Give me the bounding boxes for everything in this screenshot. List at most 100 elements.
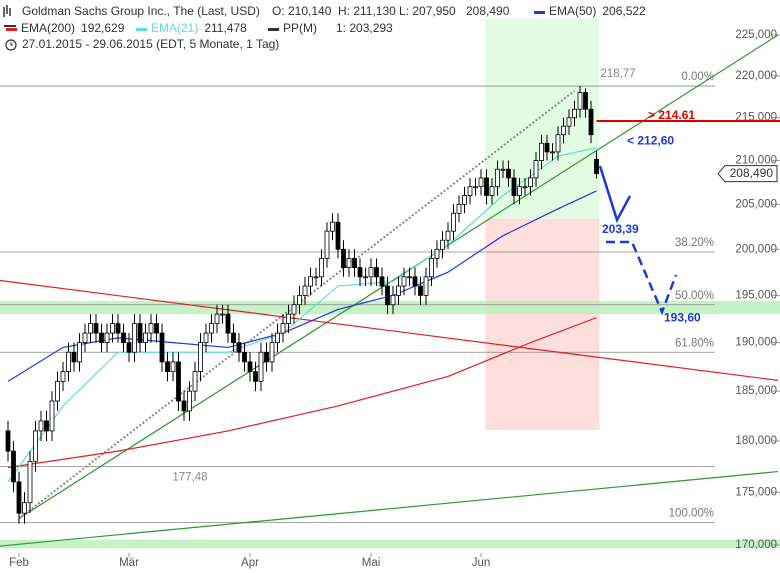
candle-body — [313, 276, 319, 279]
x-tick-label: Feb — [9, 557, 29, 569]
x-tick-label: Jun — [472, 557, 491, 569]
trend-line — [18, 34, 779, 519]
candle-body — [423, 276, 429, 296]
legend-value: 211,478 — [204, 21, 247, 35]
legend-value: 192,629 — [81, 21, 125, 35]
quote-label: 208,490 — [466, 4, 510, 18]
trend-line — [0, 470, 779, 547]
candle-body — [165, 361, 170, 372]
candle-body — [539, 142, 544, 161]
candle-body — [495, 168, 500, 188]
candle-body — [49, 400, 55, 432]
candle-body — [467, 186, 473, 196]
x-tick-label: Mai — [362, 557, 381, 569]
candle-body — [456, 203, 462, 214]
candle-body — [500, 168, 506, 171]
candle-body — [341, 248, 346, 268]
candle-body — [550, 151, 555, 154]
candle-body — [159, 332, 165, 363]
candle-body — [324, 230, 330, 259]
y-tick-label: 210,000 — [735, 155, 777, 167]
candle-body — [258, 351, 264, 382]
chart-title: Goldman Sachs Group Inc., The (Last, USD… — [22, 4, 260, 18]
candle-body — [335, 221, 341, 250]
candle-body — [434, 248, 440, 259]
y-tick-label: 180,000 — [735, 435, 777, 447]
fib-label: 100.00% — [669, 508, 714, 520]
legend-name: EMA(50) — [549, 4, 596, 18]
candle-body — [198, 342, 203, 372]
fib-label: 61.80% — [675, 337, 714, 349]
target-label: 193,60 — [664, 311, 701, 325]
candle-body — [517, 186, 522, 196]
candle-body — [577, 92, 583, 110]
candle-body — [66, 351, 71, 372]
candle-body — [544, 142, 550, 153]
candle-body — [506, 168, 511, 179]
candle-body — [11, 450, 16, 483]
candle-body — [280, 323, 286, 334]
candle-body — [137, 323, 143, 344]
candle-body — [528, 177, 533, 188]
quote-label: H: 211,130 — [338, 4, 396, 18]
legend-value: 206,522 — [602, 4, 646, 18]
legend-swatch — [136, 28, 147, 31]
y-tick-label: 185,000 — [735, 385, 777, 397]
quote-label: O: 210,140 — [272, 4, 332, 18]
candle-body — [110, 323, 115, 334]
candle-body — [346, 258, 352, 268]
candle-body — [368, 267, 374, 278]
candle-body — [583, 92, 588, 110]
candle-body — [154, 323, 159, 334]
candle-body — [511, 177, 517, 196]
candle-body — [390, 294, 396, 306]
candle-body — [121, 332, 126, 344]
y-tick-label: 195,000 — [735, 289, 777, 301]
candle-body — [561, 125, 566, 136]
candle-body — [594, 158, 599, 175]
candle-body — [93, 323, 99, 334]
band — [0, 300, 780, 315]
candle-body — [269, 342, 275, 363]
candle-body — [231, 332, 236, 344]
candle-body — [16, 481, 22, 514]
candle-body — [82, 332, 88, 344]
candle-body — [5, 430, 11, 452]
candle-body — [473, 186, 478, 189]
y-tick-label: 225,000 — [735, 29, 777, 41]
quote-label: L: 207,950 — [399, 4, 456, 18]
zone — [485, 218, 600, 430]
target-label: < 212,60 — [627, 133, 674, 147]
candle-body — [77, 342, 82, 363]
candle-body — [38, 420, 44, 432]
price-tag-label: 208,490 — [730, 166, 774, 180]
candle-body — [297, 294, 302, 306]
candle-body — [286, 313, 291, 324]
ema-line — [7, 317, 597, 469]
candle-body — [44, 420, 49, 432]
candle-body — [55, 380, 60, 402]
header-icons — [3, 5, 17, 51]
candle-body — [308, 276, 313, 287]
legend-name: EMA(21) — [151, 21, 198, 35]
fib-label: 50.00% — [675, 290, 714, 302]
trend-line — [18, 90, 576, 520]
candle-body — [192, 371, 198, 392]
candle-body — [27, 460, 33, 504]
candle-body — [418, 285, 423, 296]
candle-body — [357, 267, 363, 278]
candle-body — [522, 186, 528, 189]
candle-body — [253, 371, 258, 382]
band — [0, 539, 780, 549]
x-tick-label: Mär — [119, 557, 139, 569]
candle-body — [71, 351, 77, 363]
legend-name: PP(M) — [283, 21, 317, 35]
candle-body — [401, 276, 407, 287]
candle-body — [412, 276, 418, 287]
candle-body — [143, 332, 148, 344]
candle-body — [374, 267, 379, 278]
candle-body — [462, 195, 467, 205]
candle-body — [275, 332, 280, 344]
candle-body — [379, 276, 385, 287]
candle-body — [330, 221, 335, 232]
